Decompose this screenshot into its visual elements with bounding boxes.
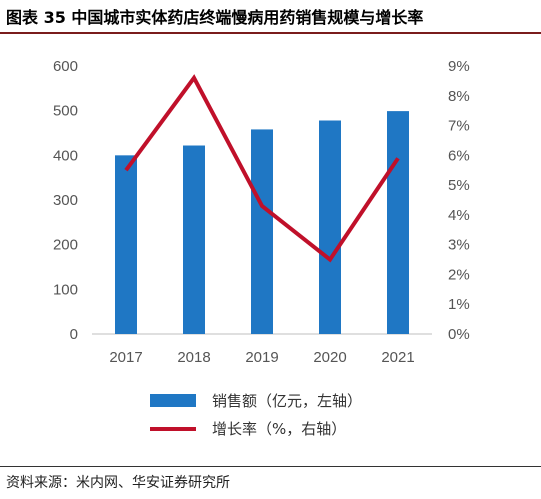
combo-chart: 0 100 200 300 400 500 600 0% 1% 2% 3% 4% 5% 6% 7% 8% 9% 2… bbox=[53, 58, 470, 366]
chart-title: 图表 35 中国城市实体药店终端慢病用药销售规模与增长率 bbox=[6, 8, 424, 27]
y-right-tick-label: 4% bbox=[448, 207, 470, 224]
y-left-tick-label: 200 bbox=[53, 237, 78, 254]
x-tick-label: 2020 bbox=[313, 349, 346, 366]
legend-bar-swatch bbox=[150, 394, 196, 407]
sales-bar bbox=[251, 129, 273, 334]
legend-item-sales: 销售额（亿元，左轴） bbox=[150, 390, 362, 411]
y-right-tick-label: 5% bbox=[448, 177, 470, 194]
y-left-tick-label: 500 bbox=[53, 103, 78, 120]
x-tick-label: 2018 bbox=[177, 349, 210, 366]
bar-layer bbox=[115, 111, 409, 334]
line-layer bbox=[124, 74, 400, 263]
sales-bar bbox=[115, 155, 137, 334]
y-right-tick-label: 0% bbox=[448, 326, 470, 343]
y-right-tick-label: 3% bbox=[448, 237, 470, 254]
x-tick-label: 2021 bbox=[381, 349, 414, 366]
y-right-tick-label: 9% bbox=[448, 58, 470, 75]
legend-sales-label: 销售额（亿元，左轴） bbox=[212, 392, 363, 410]
y-right-tick-label: 8% bbox=[448, 88, 470, 105]
legend-item-growth: 增长率（%，右轴） bbox=[150, 418, 346, 439]
x-tick-label: 2017 bbox=[109, 349, 142, 366]
sales-bar bbox=[183, 145, 205, 334]
sales-bar bbox=[387, 111, 409, 334]
source-note: 资料来源：米内网、华安证券研究所 bbox=[6, 475, 230, 491]
y-right-tick-label: 1% bbox=[448, 296, 470, 313]
legend-line-swatch bbox=[150, 426, 196, 431]
sales-bar bbox=[319, 120, 341, 334]
y-right-tick-label: 7% bbox=[448, 118, 470, 135]
y-right-tick-label: 6% bbox=[448, 147, 470, 164]
y-left-tick-label: 600 bbox=[53, 58, 78, 75]
y-right-tick-label: 2% bbox=[448, 266, 470, 283]
x-tick-label: 2019 bbox=[245, 349, 278, 366]
label-layer: 0 100 200 300 400 500 600 0% 1% 2% 3% 4% 5% 6% 7% 8% 9% 2… bbox=[53, 58, 470, 366]
source-divider bbox=[0, 466, 541, 467]
y-left-tick-label: 400 bbox=[53, 147, 78, 164]
legend-growth-label: 增长率（%，右轴） bbox=[212, 420, 347, 438]
y-left-tick-label: 100 bbox=[53, 281, 78, 298]
y-left-tick-label: 0 bbox=[70, 326, 78, 343]
y-left-tick-label: 300 bbox=[53, 192, 78, 209]
title-underline bbox=[0, 32, 541, 34]
